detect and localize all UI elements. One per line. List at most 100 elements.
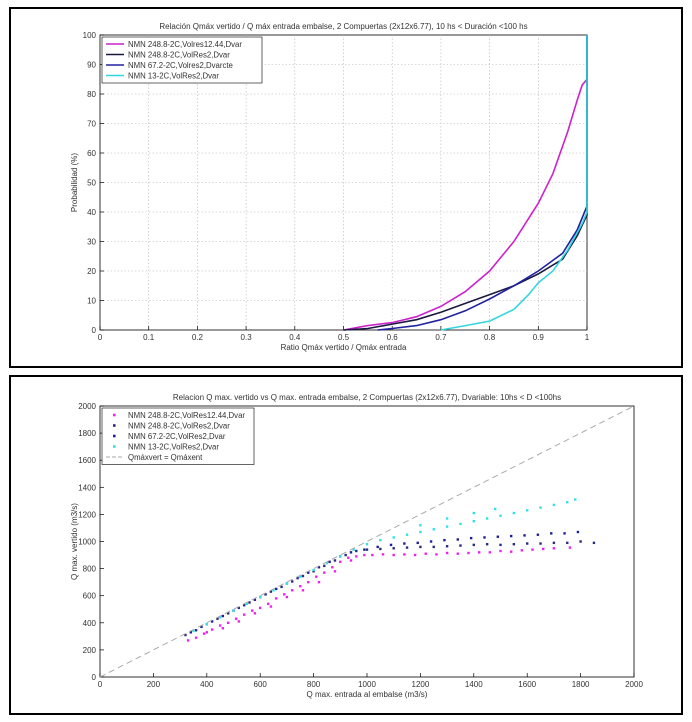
scatter-point bbox=[552, 547, 556, 550]
scatter-point bbox=[552, 541, 556, 545]
scatter-point bbox=[413, 553, 417, 557]
scatter-point bbox=[291, 580, 294, 583]
scatter-point bbox=[194, 629, 198, 632]
scatter-point bbox=[312, 568, 315, 572]
y-tick-label: 1600 bbox=[78, 456, 96, 465]
y-tick-label: 90 bbox=[87, 61, 96, 70]
scatter-point bbox=[301, 589, 305, 592]
scatter-point bbox=[512, 543, 516, 546]
x-tick-label: 800 bbox=[307, 680, 321, 689]
scatter-point bbox=[536, 533, 540, 536]
scatter-point bbox=[253, 598, 257, 601]
probability-chart: Relación Qmáx vertido / Q máx entrada em… bbox=[70, 22, 590, 352]
x-tick-label: 0 bbox=[98, 680, 103, 689]
scatter-point bbox=[592, 541, 596, 545]
scatter-point bbox=[349, 551, 353, 554]
y-tick-label: 1000 bbox=[78, 538, 96, 547]
y-tick-label: 30 bbox=[87, 238, 96, 247]
scatter-point bbox=[339, 560, 342, 564]
x-tick-label: 2000 bbox=[625, 680, 643, 689]
scatter-point bbox=[456, 552, 459, 555]
scatter-point bbox=[253, 612, 257, 615]
scatter-point bbox=[459, 544, 462, 547]
scatter-point bbox=[333, 559, 337, 562]
scatter-point bbox=[526, 509, 529, 512]
scatter-point bbox=[523, 534, 526, 537]
series-line bbox=[377, 35, 588, 331]
scatter-point bbox=[566, 501, 569, 504]
scatter-point bbox=[184, 633, 187, 637]
y-tick-label: 800 bbox=[83, 565, 97, 574]
scatter-point bbox=[218, 624, 222, 627]
scatter-point bbox=[285, 595, 289, 599]
scatter-point bbox=[392, 547, 395, 550]
legend-label: NMN 248.8-2C,VolRes12.44,Dvar bbox=[128, 411, 245, 420]
x-tick-label: 0.5 bbox=[338, 333, 350, 342]
y-tick-label: 60 bbox=[87, 149, 96, 158]
x-tick-label: 0.1 bbox=[143, 333, 155, 342]
x-tick-label: 400 bbox=[200, 680, 214, 689]
scatter-point bbox=[432, 545, 435, 549]
scatter-point bbox=[264, 593, 267, 596]
discharge-scatter-chart: Relacion Q max. vertido vs Q max. entrad… bbox=[70, 393, 643, 699]
scatter-point bbox=[301, 574, 305, 578]
scatter-point bbox=[363, 553, 366, 557]
scatter-point bbox=[405, 546, 409, 549]
scatter-point bbox=[472, 519, 475, 523]
scatter-point bbox=[349, 559, 353, 562]
y-tick-label: 100 bbox=[83, 31, 97, 40]
y-tick-label: 50 bbox=[87, 179, 96, 188]
legend-swatch bbox=[113, 413, 116, 417]
x-tick-label: 1600 bbox=[518, 680, 536, 689]
x-tick-label: 1400 bbox=[465, 680, 483, 689]
scatter-point bbox=[242, 613, 246, 616]
x-tick-label: 0.7 bbox=[435, 333, 447, 342]
scatter-point bbox=[416, 541, 419, 545]
scatter-point bbox=[323, 571, 326, 574]
scatter-point bbox=[531, 548, 534, 551]
chart-title: Relación Qmáx vertido / Q máx entrada em… bbox=[159, 22, 527, 31]
scatter-point bbox=[579, 540, 582, 543]
y-tick-label: 1800 bbox=[78, 429, 96, 438]
scatter-point bbox=[445, 525, 449, 528]
scatter-point bbox=[344, 553, 347, 557]
scatter-point bbox=[419, 524, 422, 527]
scatter-point bbox=[456, 538, 459, 541]
scatter-point bbox=[424, 552, 427, 555]
scatter-point bbox=[275, 587, 278, 591]
legend-swatch bbox=[113, 424, 116, 427]
scatter-point bbox=[379, 547, 382, 551]
scatter-point bbox=[539, 506, 542, 509]
scatter-point bbox=[205, 622, 208, 626]
scatter-point bbox=[237, 620, 241, 623]
legend-label: NMN 13-2C,VolRes2,Dvar bbox=[128, 72, 219, 81]
scatter-point bbox=[307, 571, 310, 574]
scatter-point bbox=[520, 549, 524, 552]
scatter-point bbox=[307, 580, 310, 584]
scatter-point bbox=[216, 617, 219, 620]
legend-label: NMN 248.8-2C,Volres12.44,Dvar bbox=[128, 40, 242, 49]
legend-box bbox=[101, 407, 255, 465]
discharge-scatter-panel: Relacion Q max. vertido vs Q max. entrad… bbox=[9, 375, 683, 715]
scatter-point bbox=[245, 602, 249, 606]
scatter-point bbox=[283, 593, 286, 596]
series-line bbox=[440, 35, 588, 331]
scatter-point bbox=[509, 550, 513, 553]
scatter-point bbox=[221, 614, 225, 618]
scatter-point bbox=[323, 564, 326, 568]
y-tick-label: 0 bbox=[92, 673, 97, 682]
x-tick-label: 0.4 bbox=[289, 333, 301, 342]
scatter-point bbox=[472, 511, 475, 515]
scatter-point bbox=[242, 603, 246, 607]
scatter-point bbox=[371, 553, 374, 557]
scatter-point bbox=[269, 605, 273, 608]
scatter-point bbox=[221, 627, 225, 630]
scatter-point bbox=[403, 553, 406, 556]
legend-label: NMN 248.8-2C,VolRes2,Dvar bbox=[128, 422, 230, 431]
scatter-point bbox=[550, 532, 553, 535]
scatter-point bbox=[568, 546, 572, 549]
scatter-point bbox=[280, 585, 283, 589]
scatter-point bbox=[539, 542, 542, 545]
y-axis-label: Probabilidad (%) bbox=[70, 153, 79, 212]
x-axis-label: Ratio Qmáx vertido / Qmáx entrada bbox=[281, 343, 407, 352]
